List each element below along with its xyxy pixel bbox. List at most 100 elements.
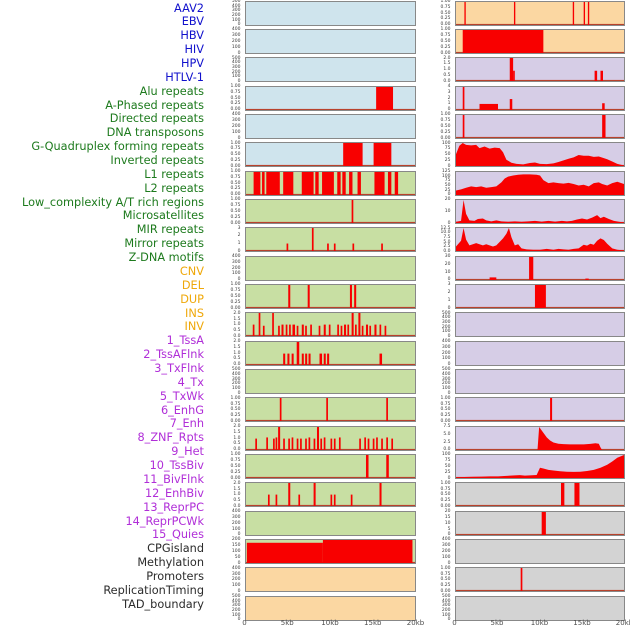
- tick-label: 100: [231, 74, 241, 80]
- track-panel-right-11-bivflnk: [454, 340, 625, 366]
- tick-label: 2.0: [443, 55, 451, 61]
- tick-label: 300: [231, 376, 241, 382]
- tick-label: 1.0: [443, 67, 451, 73]
- tick-label: 0.25: [230, 186, 241, 192]
- tick-label: 0: [447, 107, 451, 113]
- tick-label: 200: [441, 324, 451, 330]
- tick-label: 0: [447, 163, 451, 169]
- row-label-promoters: Promoters: [146, 569, 204, 583]
- tick-label: 0.50: [230, 208, 241, 214]
- tick-label: 0.25: [440, 16, 451, 22]
- tick-label: 0.50: [440, 10, 451, 16]
- track-panel-right-6-enhg: [454, 198, 625, 225]
- track-panel-right-promoters: [454, 538, 625, 565]
- row-label-z-dna-motifs: Z-DNA motifs: [128, 251, 204, 265]
- tick-label: 0.25: [230, 158, 241, 164]
- track-panel-right-inv: [454, 28, 625, 55]
- tick-label: 0.5: [233, 328, 241, 334]
- tick-label: 500: [441, 310, 451, 316]
- tick-label: 1.00: [230, 395, 241, 401]
- track-panel-left-alu-repeats: [244, 170, 416, 196]
- tick-label: 100: [231, 385, 241, 391]
- tick-label: 0.50: [230, 293, 241, 299]
- tick-label: 0.75: [440, 486, 451, 492]
- tick-label: 1.00: [440, 27, 451, 33]
- tick-label: 2.0: [233, 480, 241, 486]
- tick-label: 200: [441, 608, 451, 614]
- tick-label: 1.0: [233, 322, 241, 328]
- row-label-hpv: HPV: [180, 56, 204, 70]
- track-panel-right-12-enhbiv: [454, 368, 625, 395]
- tick-label: 400: [231, 509, 241, 515]
- tick-label: 15: [444, 514, 451, 520]
- tick-label: 5: [447, 526, 451, 532]
- row-label-directed-repeats: Directed repeats: [109, 112, 204, 126]
- y-ticks-replicationtiming: 1.00 0.75 0.50 0.25 0.00: [427, 566, 453, 594]
- row-label-htlv-1: HTLV-1: [165, 70, 204, 84]
- tick-label: 1.0: [233, 350, 241, 356]
- tick-label: 200: [441, 549, 451, 555]
- row-label-13-reprpc: 13_ReprPC: [143, 500, 204, 514]
- x-tick-20kb: 20kb: [406, 619, 425, 628]
- tick-label: 200: [441, 381, 451, 387]
- tick-label: 200: [441, 350, 451, 356]
- y-ticks-13-reprpc: 1.00 0.75 0.50 0.25 0.00: [427, 396, 453, 424]
- tick-label: 400: [231, 565, 241, 571]
- track-panel-left-hbv: [244, 57, 416, 83]
- tick-label: 2.5: [443, 244, 451, 250]
- y-ticks-14-reprpcwk: 7.5 5.0 2.5 0.0: [427, 424, 453, 452]
- y-ticks-7-enh: 12.5 10.0 7.5 5.0 2.5 0.0: [427, 226, 453, 254]
- tick-label: 10.0: [440, 230, 451, 236]
- tick-label: 0.25: [230, 299, 241, 305]
- tick-label: 300: [441, 376, 451, 382]
- tick-label: 0.0: [233, 503, 241, 509]
- track-panel-left-mir-repeats: [244, 453, 416, 480]
- y-ticks-hiv: 1.00 0.75 0.50 0.25 0.00: [217, 84, 243, 112]
- tick-label: 400: [441, 537, 451, 543]
- tick-label: 0: [447, 333, 451, 339]
- tick-label: 100: [231, 612, 241, 618]
- row-label-inverted-repeats: Inverted repeats: [110, 154, 204, 167]
- tick-label: 200: [231, 69, 241, 75]
- y-ticks-z-dna-motifs: 400 300 200 100 0: [217, 509, 243, 537]
- tick-label: 0.50: [230, 407, 241, 413]
- tick-label: 0: [237, 588, 241, 594]
- tick-label: 1.5: [443, 61, 451, 67]
- y-ticks-alu-repeats: 1.00 0.75 0.50 0.25 0.00: [217, 169, 243, 197]
- tick-label: 0.75: [230, 146, 241, 152]
- track-panel-right-8-znf-rpts: [454, 255, 625, 281]
- x-tick-0: 0: [242, 619, 247, 628]
- y-ticks-6-enhg: 20 10 0: [427, 197, 453, 225]
- tick-label: 100: [231, 526, 241, 532]
- tick-label: 4: [447, 84, 451, 90]
- tick-label: 100: [231, 549, 241, 555]
- tick-label: 0.50: [440, 123, 451, 129]
- tick-label: 100: [441, 554, 451, 560]
- tick-label: 0.0: [233, 447, 241, 453]
- tick-label: 500: [231, 0, 241, 4]
- tick-label: 25: [444, 469, 451, 475]
- tick-label: 1.00: [230, 84, 241, 90]
- track-panel-left-directed-repeats: [244, 227, 416, 253]
- tick-label: 0.5: [233, 441, 241, 447]
- tick-label: 100: [441, 140, 451, 146]
- tick-label: 150: [231, 543, 241, 549]
- x-tick-10kb: 10kb: [321, 619, 339, 628]
- row-label-12-enhbiv: 12_EnhBiv: [144, 486, 204, 500]
- tick-label: 400: [231, 27, 241, 33]
- tick-label: 50: [234, 554, 241, 560]
- tick-label: 10: [444, 208, 451, 214]
- row-label-5-txwk: 5_TxWk: [159, 389, 204, 403]
- y-ticks-cnv: 200 150 100 50 0: [217, 537, 243, 565]
- row-label-mirror-repeats: Mirror repeats: [124, 237, 204, 251]
- tick-label: 0: [237, 617, 241, 623]
- tick-label: 0.25: [440, 129, 451, 135]
- tick-label: 200: [231, 123, 241, 129]
- x-tick-5kb: 5kb: [280, 619, 294, 628]
- tick-label: 50: [444, 152, 451, 158]
- tick-label: 20: [444, 197, 451, 203]
- tick-label: 0.5: [233, 356, 241, 362]
- track-panel-left-hiv: [244, 85, 416, 111]
